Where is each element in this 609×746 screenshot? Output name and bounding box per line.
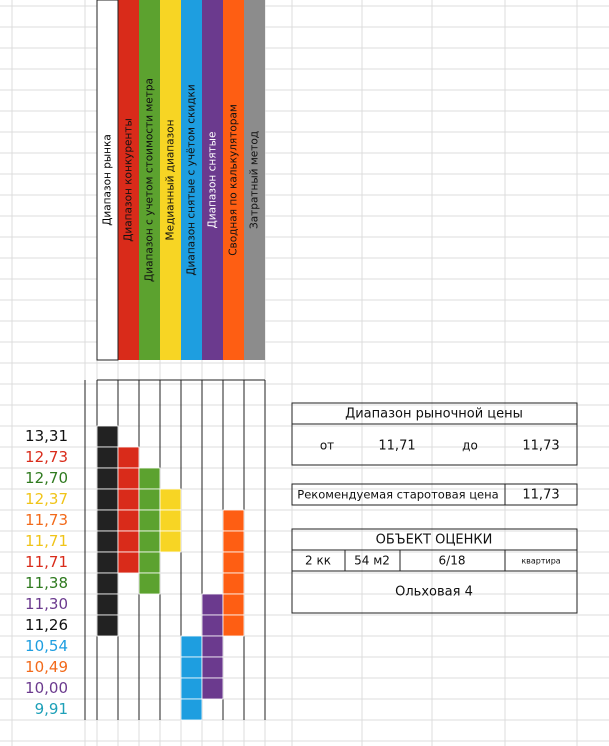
range-box xyxy=(291,402,578,466)
range-cell xyxy=(222,572,245,595)
recommended-value: 11,73 xyxy=(522,488,559,503)
range-title: Диапазон рыночной цены xyxy=(345,407,523,422)
header-label: Диапазон с учетом стоимости метра xyxy=(144,78,156,282)
content: Диапазон рыночной цены от 11,71 до 11,73… xyxy=(25,0,578,721)
range-cell xyxy=(201,656,224,679)
recommended-label: Рекомендуемая старотовая цена xyxy=(297,488,498,502)
header-border xyxy=(96,0,119,361)
header-strip xyxy=(181,0,202,360)
range-cell xyxy=(222,593,245,616)
range-cell xyxy=(96,593,119,616)
range-cell xyxy=(222,614,245,637)
value-label: 11,38 xyxy=(25,574,68,592)
object-area: 54 м2 xyxy=(354,554,390,568)
range-cell xyxy=(96,446,119,469)
header-label: Диапазон снятые xyxy=(207,132,219,229)
range-cell xyxy=(96,509,119,532)
header-label: Затратный метод xyxy=(249,131,261,229)
header-strip xyxy=(244,0,265,360)
object-title: ОБЪЕКТ ОЦЕНКИ xyxy=(376,533,493,548)
range-cell xyxy=(180,635,203,658)
header-label: Медианный диапазон xyxy=(165,120,177,241)
to-label: до xyxy=(462,439,478,453)
header-label: Диапазон конкуренты xyxy=(123,118,135,242)
range-cell xyxy=(159,530,182,553)
header-strip xyxy=(118,0,139,360)
range-cell xyxy=(180,677,203,700)
range-cell xyxy=(117,446,140,469)
header-label: Диапазон рынка xyxy=(102,134,114,226)
header-strip xyxy=(202,0,223,360)
range-cell xyxy=(96,551,119,574)
recommended-box xyxy=(291,483,578,506)
range-cell xyxy=(180,698,203,721)
value-label: 12,73 xyxy=(25,448,68,466)
header-strip xyxy=(97,0,118,360)
range-cell xyxy=(96,425,119,448)
range-cell xyxy=(96,488,119,511)
header-strip xyxy=(160,0,181,360)
range-cell xyxy=(222,551,245,574)
range-cell xyxy=(138,467,161,490)
object-address: Ольховая 4 xyxy=(395,585,473,600)
object-rooms: 2 кк xyxy=(305,554,331,568)
range-cell xyxy=(138,551,161,574)
range-cell xyxy=(222,530,245,553)
range-cell xyxy=(117,467,140,490)
value-label: 11,71 xyxy=(25,553,68,571)
range-cell xyxy=(117,488,140,511)
header-label: Сводная по калькуляторам xyxy=(228,104,240,256)
range-cell xyxy=(117,551,140,574)
from-label: от xyxy=(320,439,334,453)
value-label: 10,54 xyxy=(25,637,68,655)
value-label: 11,71 xyxy=(25,532,68,550)
range-cell xyxy=(138,572,161,595)
range-cell xyxy=(201,614,224,637)
from-value: 11,71 xyxy=(378,439,415,454)
range-cell xyxy=(138,530,161,553)
value-label: 12,70 xyxy=(25,469,68,487)
value-label: 13,31 xyxy=(25,427,68,445)
header-strip xyxy=(139,0,160,360)
value-label: 10,00 xyxy=(25,679,68,697)
header-strip xyxy=(223,0,244,360)
range-cell xyxy=(201,677,224,700)
to-value: 11,73 xyxy=(522,439,559,454)
value-label: 10,49 xyxy=(25,658,68,676)
range-cell xyxy=(96,572,119,595)
range-cell xyxy=(201,593,224,616)
range-cell xyxy=(201,635,224,658)
object-type: квартира xyxy=(521,557,560,566)
header-label: Диапазон снятые с учётом скидки xyxy=(186,84,198,275)
range-cell xyxy=(117,509,140,532)
range-cell xyxy=(117,530,140,553)
value-label: 9,91 xyxy=(35,700,68,718)
range-cell xyxy=(96,530,119,553)
value-label: 12,37 xyxy=(25,490,68,508)
object-floor: 6/18 xyxy=(439,554,466,568)
range-cell xyxy=(222,509,245,532)
range-cell xyxy=(96,614,119,637)
range-cell xyxy=(159,488,182,511)
range-cell xyxy=(96,467,119,490)
range-cell xyxy=(180,656,203,679)
range-cell xyxy=(159,509,182,532)
value-label: 11,30 xyxy=(25,595,68,613)
range-cell xyxy=(138,488,161,511)
value-label: 11,26 xyxy=(25,616,68,634)
range-cell xyxy=(138,509,161,532)
value-label: 11,73 xyxy=(25,511,68,529)
